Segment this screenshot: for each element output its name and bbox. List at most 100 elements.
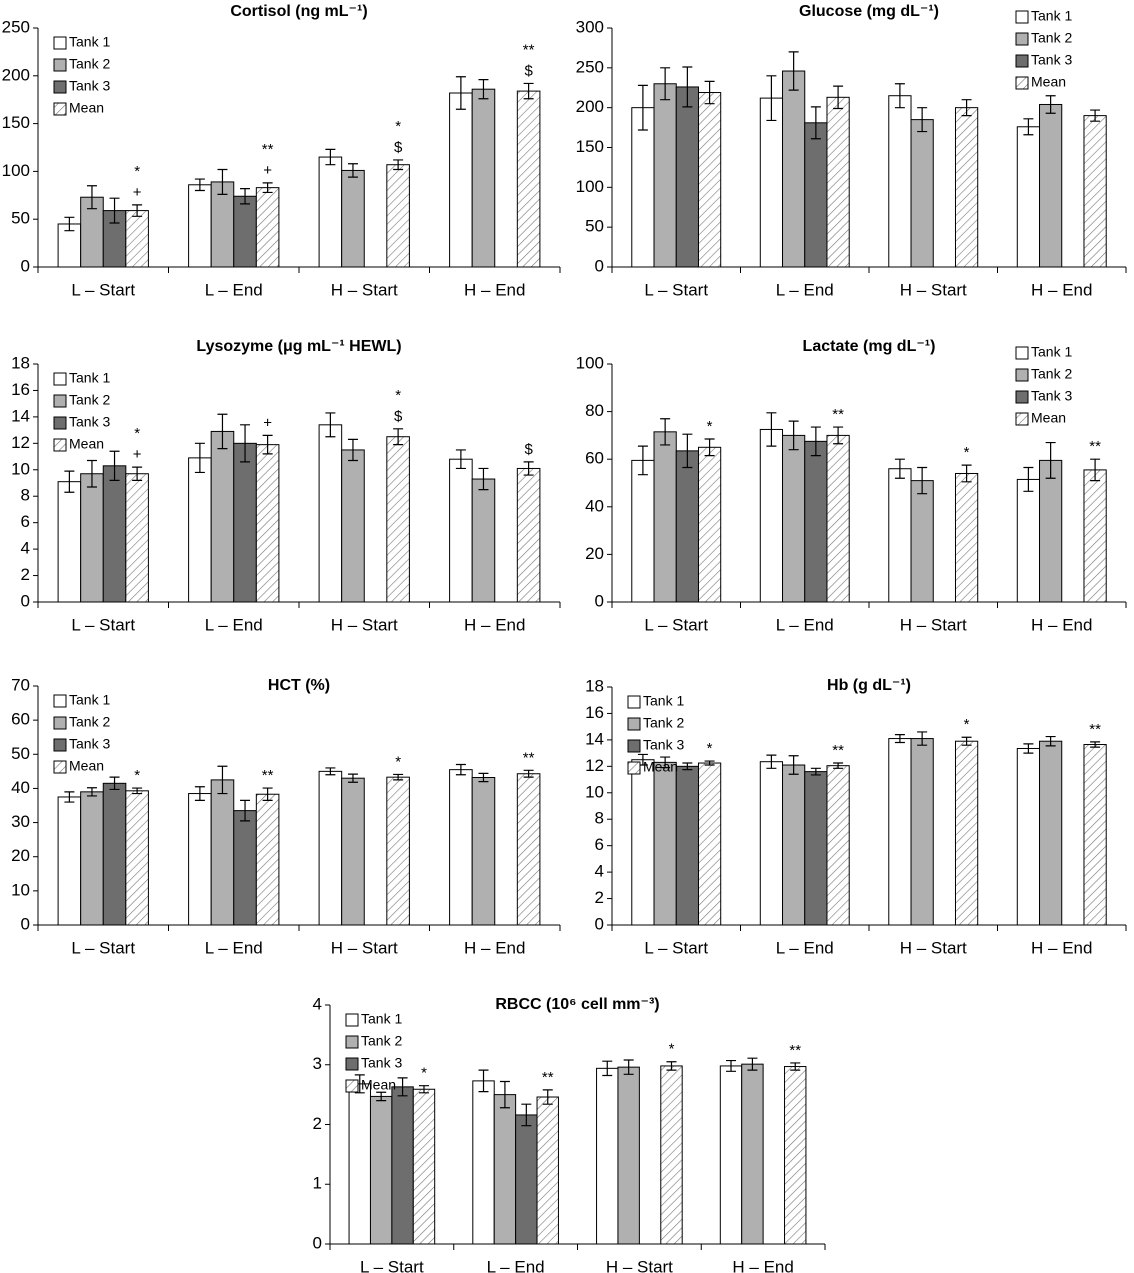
legend-swatch [53, 36, 67, 50]
significance-mark: * [707, 418, 713, 435]
bar [341, 449, 365, 603]
bar [125, 790, 149, 926]
error-bar [726, 1059, 737, 1072]
error-bar [637, 84, 648, 131]
significance-mark: * [395, 753, 401, 770]
bar [125, 473, 149, 603]
error-bar [194, 178, 205, 192]
bar [782, 434, 806, 603]
y-tick-label: 0 [21, 914, 30, 933]
bar [536, 1096, 559, 1245]
significance-mark: ** [523, 41, 535, 58]
bar [910, 738, 934, 926]
y-tick-label: 2 [21, 565, 30, 584]
error-bar [325, 148, 336, 166]
bar [910, 119, 934, 268]
legend-swatch [53, 416, 67, 430]
error-bar [637, 445, 648, 476]
panel: Lysozyme (μg mL⁻¹ HEWL) 0 2 4 6 8 10 12 14 16 18 L … [11, 338, 561, 634]
error-bar [347, 773, 358, 783]
y-tick-label: 12 [585, 756, 604, 775]
error-bar [455, 449, 466, 470]
significance-mark: ** [542, 1069, 554, 1086]
error-bar [109, 197, 120, 224]
legend-swatch [1015, 346, 1029, 360]
y-tick-label: 16 [11, 380, 30, 399]
bar [782, 70, 806, 268]
y-tick-label: 100 [576, 353, 604, 372]
x-tick-label: L – End [205, 280, 263, 299]
chart-title: Hb (g dL⁻¹) [827, 677, 911, 694]
bar [954, 472, 979, 603]
significance-mark: ** [262, 767, 274, 784]
error-bar [788, 51, 799, 91]
bar [826, 434, 850, 603]
y-tick-label: 10 [11, 459, 30, 478]
panel: HCT (%) 0 10 20 30 40 50 60 70 L – Start * L – End *… [11, 675, 561, 957]
panel: RBCC (10⁶ cell mm⁻³) 0 1 2 3 4 L – Start * L – E… [313, 994, 826, 1273]
panel: Glucose (mg dL⁻¹) 0 50 100 150 200 250 300 L – S… [576, 3, 1127, 299]
error-bar [418, 1085, 429, 1094]
bar [631, 459, 655, 603]
error-bar [64, 216, 75, 232]
error-bar [347, 163, 358, 178]
error-bar [478, 467, 489, 491]
x-tick-label: H – Start [331, 280, 398, 299]
significance-mark: * [134, 163, 140, 180]
bar [369, 1095, 393, 1245]
error-bar [132, 787, 143, 795]
bar [660, 1065, 683, 1245]
bar [449, 92, 473, 268]
error-bar [240, 424, 251, 463]
bar [188, 793, 212, 926]
legend-label: Tank 3 [69, 414, 110, 430]
error-bar [833, 762, 844, 769]
error-bar [833, 426, 844, 445]
y-tick-label: 100 [2, 161, 30, 180]
y-tick-label: 6 [595, 835, 604, 854]
error-bar [810, 106, 821, 140]
y-tick-label: 0 [21, 591, 30, 610]
bar [759, 97, 784, 268]
significance-mark: * [421, 1065, 427, 1082]
legend-label: Tank 1 [1031, 344, 1072, 360]
bar [804, 122, 828, 268]
y-tick-label: 200 [2, 65, 30, 84]
legend-label: Tank 2 [69, 392, 110, 408]
error-bar [325, 767, 336, 776]
legend-swatch [345, 1013, 359, 1027]
error-bar [376, 1091, 387, 1102]
legend-swatch [53, 438, 67, 452]
bar [719, 1065, 743, 1245]
error-bar [660, 756, 671, 769]
legend-swatch [345, 1079, 359, 1093]
bar [471, 478, 496, 603]
legend-label: Tank 3 [69, 78, 110, 94]
bar [516, 773, 541, 926]
y-tick-label: 18 [585, 676, 604, 695]
legend-label: Tank 1 [69, 34, 110, 50]
error-bar [523, 82, 534, 100]
y-tick-label: 8 [595, 809, 604, 828]
x-tick-label: H – End [1031, 615, 1092, 634]
legend-swatch [53, 738, 67, 752]
bar [57, 796, 82, 926]
error-bar [602, 1060, 613, 1077]
error-bar [455, 763, 466, 776]
significance-mark: * [707, 740, 713, 757]
legend-label: Tank 2 [69, 714, 110, 730]
bar [826, 96, 850, 268]
panel: Lactate (mg dL⁻¹) 0 20 40 60 80 100 L – Start * L… [576, 338, 1127, 634]
bar [255, 793, 280, 926]
y-tick-label: 0 [595, 591, 604, 610]
bar [596, 1067, 619, 1245]
x-tick-label: L – End [776, 280, 834, 299]
error-bar [917, 107, 928, 133]
bar [653, 431, 677, 603]
bar [888, 95, 912, 268]
bar [697, 762, 722, 926]
y-tick-label: 50 [11, 209, 30, 228]
legend-swatch [627, 717, 641, 731]
legend-label: Tank 3 [1031, 52, 1072, 68]
bar [617, 1066, 640, 1245]
